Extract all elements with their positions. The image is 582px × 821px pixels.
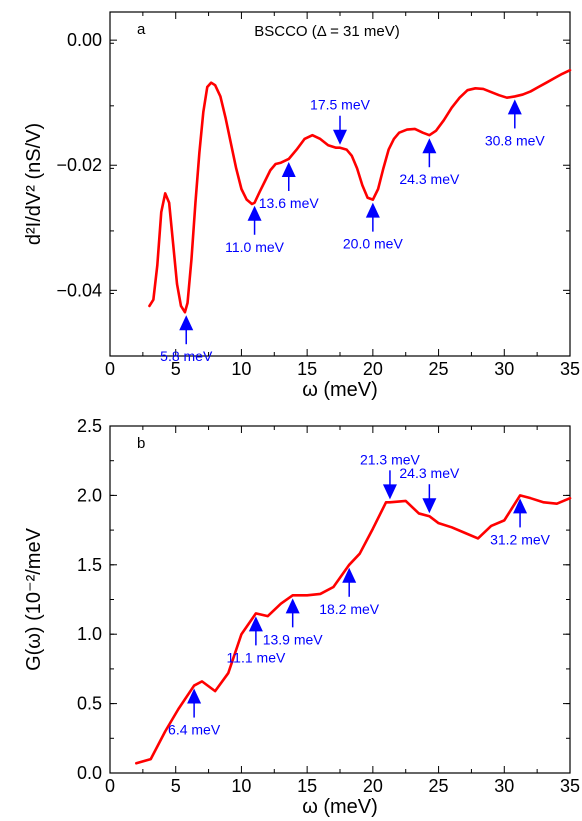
- arrow-down-icon: [422, 498, 437, 514]
- x-tick-label: 10: [231, 359, 251, 379]
- arrow-up-icon: [281, 161, 296, 177]
- x-tick-label: 10: [231, 776, 251, 796]
- x-tick-label: 20: [363, 776, 383, 796]
- arrow-up-icon: [342, 567, 357, 583]
- panel-label: b: [137, 435, 145, 452]
- x-tick-label: 20: [363, 359, 383, 379]
- annotation-label: 13.9 meV: [263, 631, 324, 647]
- annotation-label: 24.3 meV: [399, 465, 460, 481]
- plot-frame: [109, 11, 571, 357]
- panel-b: 0 5 10 15 20 25 30 35 0.0 0.5 1.0 1.5 2.0 2.5 ω (meV) G…: [23, 416, 580, 818]
- annotation-label: 11.1 meV: [226, 649, 286, 665]
- arrow-up-icon: [513, 498, 528, 514]
- x-axis-label: ω (meV): [302, 796, 378, 818]
- annotation: 17.5 meV: [310, 97, 371, 145]
- y-tick-label: −0.04: [56, 280, 102, 300]
- annotation-label: 20.0 meV: [343, 236, 404, 252]
- annotation: 11.0 meV: [225, 205, 285, 255]
- annotation: 6.4 meV: [168, 688, 221, 738]
- annotation: 30.8 meV: [485, 99, 546, 148]
- x-tick-label: 35: [560, 359, 580, 379]
- arrow-down-icon: [382, 484, 397, 500]
- x-tick-label: 0: [105, 776, 115, 796]
- annotation-label: 31.2 meV: [490, 531, 551, 547]
- annotation-label: 30.8 meV: [485, 132, 546, 148]
- annotation: 20.0 meV: [343, 202, 404, 252]
- panel-label: a: [137, 21, 146, 38]
- x-tick-label: 30: [494, 776, 514, 796]
- y-tick-label: 1.0: [77, 624, 102, 644]
- y-axis-label: G(ω) (10⁻²/meV: [23, 527, 45, 671]
- panel-a: 0 5 10 15 20 25 30 35 0.00 −0.02 −0.04 ω (meV) d²I/d…: [23, 11, 580, 401]
- arrow-up-icon: [248, 616, 263, 632]
- y-tick-label: 2.5: [77, 416, 102, 436]
- annotation-label: 21.3 meV: [360, 451, 421, 467]
- chart-title: BSCCO (Δ = 31 meV): [254, 23, 399, 40]
- annotation: 21.3 meV: [360, 451, 421, 500]
- series-line: [148, 68, 572, 314]
- annotation-label: 5.8 meV: [160, 348, 213, 364]
- x-tick-label: 5: [171, 359, 181, 379]
- x-tick-label: 25: [429, 359, 449, 379]
- x-tick-label: 0: [105, 359, 115, 379]
- y-tick-label: −0.02: [56, 155, 102, 175]
- y-tick-label: 0.0: [77, 763, 102, 783]
- arrow-up-icon: [179, 315, 194, 331]
- annotation-label: 18.2 meV: [319, 601, 380, 617]
- y-tick-label: 2.0: [77, 485, 102, 505]
- annotation-label: 24.3 meV: [399, 171, 460, 187]
- annotation-label: 11.0 meV: [225, 239, 285, 255]
- arrow-up-icon: [187, 688, 202, 704]
- annotation-label: 6.4 meV: [168, 722, 221, 738]
- arrow-up-icon: [285, 598, 300, 614]
- arrow-down-icon: [333, 129, 347, 145]
- annotation-label: 13.6 meV: [259, 195, 320, 211]
- x-tick-label: 15: [297, 359, 317, 379]
- x-tick-label: 5: [171, 776, 181, 796]
- x-tick-label: 15: [297, 776, 317, 796]
- annotation: 5.8 meV: [160, 315, 213, 364]
- y-axis-label: d²I/dV² (nS/V): [23, 123, 45, 245]
- annotation: 11.1 meV: [226, 616, 286, 665]
- annotation: 13.6 meV: [259, 161, 320, 211]
- x-tick-label: 35: [560, 776, 580, 796]
- annotation-label: 17.5 meV: [310, 97, 371, 113]
- annotation: 31.2 meV: [490, 498, 551, 547]
- annotation: 24.3 meV: [399, 465, 460, 514]
- annotation: 24.3 meV: [399, 138, 460, 187]
- x-axis-label: ω (meV): [302, 379, 378, 401]
- x-tick-label: 25: [429, 776, 449, 796]
- y-tick-label: 0.00: [67, 30, 102, 50]
- y-tick-label: 1.5: [77, 555, 102, 575]
- x-tick-label: 30: [494, 359, 514, 379]
- arrow-up-icon: [247, 205, 262, 221]
- annotation: 18.2 meV: [319, 567, 380, 617]
- arrow-up-icon: [507, 99, 522, 115]
- arrow-up-icon: [365, 202, 380, 218]
- arrow-up-icon: [422, 138, 437, 154]
- annotation: 13.9 meV: [263, 598, 324, 647]
- series-line: [134, 494, 572, 765]
- y-tick-label: 0.5: [77, 694, 102, 714]
